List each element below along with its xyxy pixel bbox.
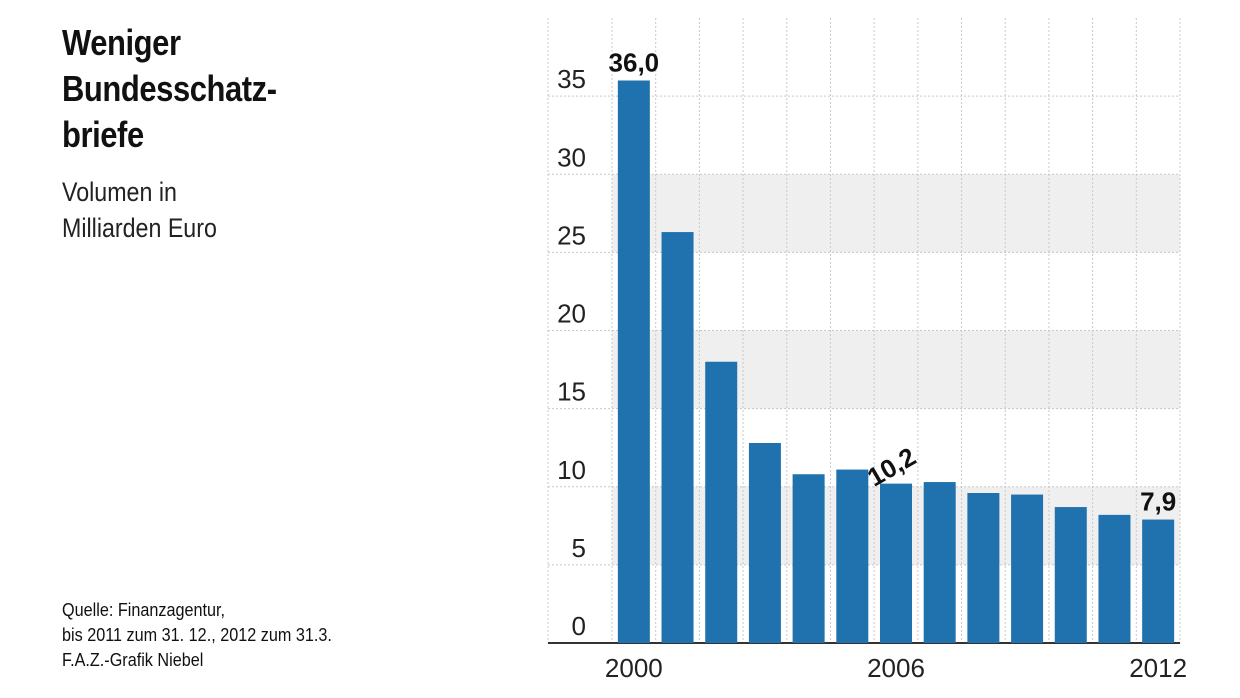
bar-2003 (748, 443, 781, 643)
x-tick-label: 2006 (867, 653, 925, 683)
chart-subtitle: Volumen in Milliarden Euro (62, 174, 217, 246)
x-tick-label: 2000 (605, 653, 663, 683)
band-25 (612, 174, 1180, 253)
y-tick-label: 30 (557, 142, 586, 172)
y-tick-label: 25 (557, 220, 586, 250)
y-tick-label: 0 (572, 611, 586, 641)
bar-2002 (705, 361, 738, 643)
bar-2009 (1011, 494, 1044, 643)
y-tick-label: 20 (557, 299, 586, 329)
bar-2004 (792, 474, 825, 643)
source-line-3: F.A.Z.-Grafik Niebel (62, 650, 204, 670)
y-tick-label: 5 (572, 533, 586, 563)
data-label: 7,9 (1140, 487, 1176, 517)
bar-2008 (967, 493, 1000, 643)
title-line-1: Weniger (62, 22, 181, 63)
x-tick-label: 2012 (1129, 653, 1187, 683)
background-bands (612, 18, 1180, 565)
source-note: Quelle: Finanzagentur, bis 2011 zum 31. … (62, 598, 332, 673)
data-label: 36,0 (609, 48, 660, 78)
bar-2011 (1098, 514, 1131, 643)
subtitle-line-2: Milliarden Euro (62, 213, 217, 243)
bar-2007 (923, 482, 956, 643)
band-top (612, 18, 1180, 97)
bar-2010 (1054, 507, 1087, 643)
bar-2005 (836, 469, 869, 643)
source-line-2: bis 2011 zum 31. 12., 2012 zum 31.3. (62, 625, 332, 645)
chart-title: Weniger Bundesschatz- briefe (62, 20, 337, 158)
bar-2006 (880, 483, 912, 643)
subtitle-line-1: Volumen in (62, 177, 177, 207)
y-tick-label: 15 (557, 377, 586, 407)
bar-2000 (617, 80, 650, 643)
source-line-1: Quelle: Finanzagentur, (62, 600, 226, 620)
bars (617, 80, 1175, 643)
band-15 (612, 330, 1180, 409)
y-tick-label: 10 (557, 455, 586, 485)
title-line-2: Bundesschatz- (62, 68, 277, 109)
bar-2001 (661, 232, 694, 643)
y-tick-label: 35 (557, 64, 586, 94)
bar-2012 (1142, 519, 1175, 643)
title-line-3: briefe (62, 114, 144, 155)
